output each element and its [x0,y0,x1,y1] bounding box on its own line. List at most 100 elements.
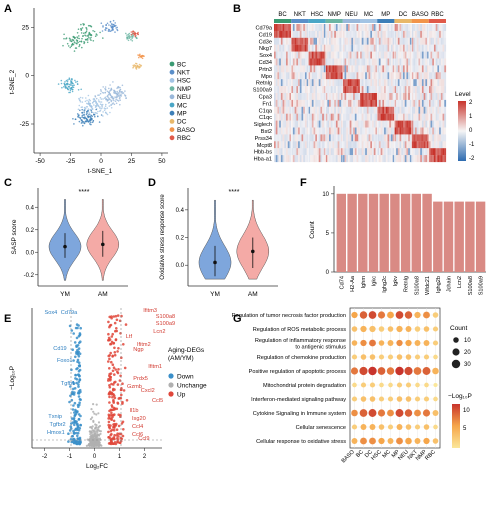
heatmap-cell [354,30,357,38]
heatmap-cell [294,99,297,107]
heatmap-cell [280,141,283,149]
heatmap-cell [277,86,280,94]
heatmap-cell [415,72,417,80]
heatmap-cell [275,79,278,87]
heatmap-cell [304,120,307,128]
heatmap-cell [403,99,405,107]
heatmap-cell [421,148,424,156]
dotplot-dot [377,311,386,319]
heatmap-cell [301,79,304,87]
heatmap-cell [294,44,297,52]
volcano-point-unchange [99,430,102,433]
heatmap-cell [437,155,440,163]
heatmap-cell [370,79,373,87]
heatmap-cell [275,44,278,52]
heatmap-cell [377,37,380,45]
heatmap-cell [275,120,278,128]
heatmap-cell [282,113,285,121]
heatmap-cell [311,24,314,31]
heatmap-cell [389,51,392,59]
heatmap-cell [280,79,283,87]
heatmap-cell [339,51,342,59]
heatmap-cell [408,30,410,38]
heatmap-cell [360,58,362,66]
heatmap-cell [342,37,345,45]
heatmap-cell [301,106,304,114]
tsne-point [109,30,112,32]
heatmap-cell [320,93,323,100]
heatmap-cell [375,127,378,135]
heatmap-cell [411,93,414,100]
heatmap-cell [437,113,440,121]
tsne-point [119,88,122,91]
heatmap-cell [439,44,441,52]
dotplot-term-label: Regulation of tumor necrosis factor prod… [232,313,346,319]
heatmap-cell [380,51,383,59]
heatmap-cell [291,79,294,87]
dotplot-dot [360,339,367,347]
volcano-point-up [110,315,113,318]
volcano-point-up [109,429,113,433]
volcano-point-down [75,336,79,340]
heatmap-cell [380,106,383,114]
heatmap-cell [421,99,424,107]
heatmap-cell [354,51,357,59]
volcano-point-down [74,420,77,424]
heatmap-cell [274,120,276,128]
heatmap-cell [435,120,438,128]
heatmap-cell [413,148,416,156]
heatmap-cell [366,93,369,100]
legend-label-neu: NEU [177,94,191,101]
heatmap-cell [347,113,350,121]
heatmap-cell [341,24,343,31]
heatmap-cell [399,30,402,38]
heatmap-cell [437,93,440,100]
heatmap-cell [420,51,423,59]
heatmap-cell [277,24,280,31]
heatmap-cell [380,120,383,128]
panel-d-y-ticks: 0.40.20.0 [176,208,188,269]
tsne-point [80,29,83,32]
heatmap-cell [347,58,350,66]
heatmap-cell [329,65,331,73]
dotplot-dot [422,409,431,417]
panel-g-letter: G [233,313,242,325]
heatmap-cell [330,99,333,107]
bar-s100a9 [475,201,486,272]
tsne-point [68,91,70,94]
heatmap-cell [409,148,412,156]
heatmap-cell [330,120,333,128]
heatmap-cell [292,120,295,128]
heatmap-cell [322,79,324,87]
heatmap-cell [401,24,404,31]
tsne-point [93,104,95,106]
heatmap-cell [415,65,417,73]
tsne-point [80,28,83,30]
heatmap-cell [444,37,447,45]
heatmap-cell [291,51,294,59]
heatmap-cell [341,134,343,142]
heatmap-cell [409,134,412,142]
heatmap-cell [372,72,374,80]
heatmap-cell [282,148,285,156]
heatmap-cell [280,134,283,142]
heatmap-cell [370,141,373,149]
tsne-point [136,32,139,35]
heatmap-cell [442,155,445,163]
tsne-point [117,94,120,97]
heatmap-cell [433,106,436,114]
legend-label-mp: MP [177,111,187,118]
volcano-label-down: Tgfb1 [61,381,75,387]
heatmap-cell [377,79,380,87]
heatmap-cell [334,148,337,156]
heatmap-cell [315,155,318,163]
tsne-point [79,109,81,112]
heatmap-cell [284,58,287,66]
heatmap-cell [442,44,445,52]
heatmap-cell [337,24,340,31]
heatmap-cell [282,155,285,163]
heatmap-cell [356,120,359,128]
panel-d-y-label: Oxidative stress response score [160,194,166,280]
heatmap-cell [392,141,395,149]
heatmap-cell [366,141,369,149]
